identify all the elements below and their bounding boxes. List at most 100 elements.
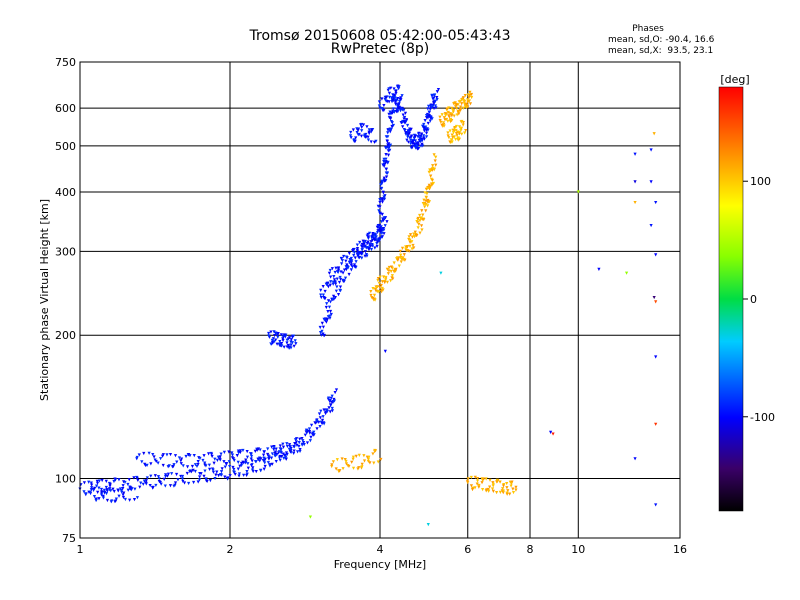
echo-point	[344, 462, 349, 466]
echo-point	[389, 86, 393, 90]
echo-point	[380, 187, 384, 191]
echo-point	[428, 186, 432, 190]
echo-point	[352, 138, 356, 142]
echo-point	[424, 209, 428, 213]
echo-point	[400, 94, 404, 98]
echo-point	[278, 444, 282, 448]
echo-point	[154, 483, 158, 488]
echo-point	[347, 272, 351, 277]
echo-point	[386, 128, 390, 132]
echo-point	[297, 444, 301, 449]
echo-point	[654, 300, 658, 304]
echo-point	[380, 97, 384, 101]
echo-point	[285, 338, 289, 342]
echo-point	[368, 461, 372, 465]
echo-point	[281, 442, 285, 446]
echo-point	[551, 432, 555, 436]
echo-point	[111, 487, 115, 491]
echo-point	[469, 92, 474, 97]
echo-point	[410, 240, 414, 244]
echo-point	[380, 200, 385, 204]
echo-point	[382, 197, 387, 201]
echo-point	[454, 124, 459, 129]
echo-point	[396, 110, 400, 114]
echo-point	[352, 253, 356, 258]
echo-point	[433, 99, 437, 104]
echo-point	[352, 251, 356, 255]
echo-point	[371, 296, 375, 300]
echo-point	[430, 178, 435, 182]
echo-point	[338, 289, 343, 293]
echo-point	[451, 136, 455, 140]
echo-point	[426, 204, 430, 208]
echo-point	[309, 423, 314, 427]
echo-point	[379, 457, 383, 462]
echo-point	[126, 482, 130, 487]
echo-point	[328, 316, 332, 320]
echo-point	[202, 474, 206, 478]
echo-point	[514, 488, 518, 492]
echo-point	[138, 485, 142, 489]
echo-point	[384, 157, 388, 161]
echo-point	[428, 107, 432, 111]
echo-point	[409, 142, 413, 146]
echo-point	[375, 244, 379, 249]
echo-point	[196, 460, 200, 464]
echo-point	[433, 93, 437, 97]
echo-point	[156, 475, 161, 479]
echo-point	[445, 107, 449, 111]
echo-point	[633, 457, 637, 461]
echo-point	[398, 100, 402, 104]
echo-point	[450, 114, 454, 118]
echo-point	[367, 242, 371, 246]
echo-point	[404, 248, 408, 253]
echo-point	[374, 286, 379, 290]
echo-point	[480, 481, 484, 485]
echo-point	[95, 481, 100, 485]
x-tick-label: 8	[527, 543, 534, 556]
echo-point	[97, 479, 102, 483]
echo-point	[369, 130, 373, 134]
echo-point	[412, 232, 416, 236]
echo-point	[399, 256, 403, 260]
echo-point	[295, 443, 299, 447]
echo-point	[491, 484, 495, 488]
echo-point	[420, 142, 424, 146]
echo-point	[392, 269, 396, 273]
echo-point	[443, 118, 447, 122]
echo-point	[223, 475, 227, 479]
echo-point	[410, 247, 414, 251]
echo-point	[373, 246, 377, 250]
echo-point	[331, 399, 335, 404]
echo-point	[398, 249, 402, 253]
echo-point	[429, 174, 433, 178]
echo-point	[241, 460, 245, 464]
colorbar-label: [deg]	[720, 73, 749, 86]
echo-point	[181, 474, 185, 479]
echo-point	[331, 297, 335, 301]
echo-point	[350, 259, 354, 263]
echo-point	[270, 445, 274, 449]
echo-point	[357, 466, 361, 470]
echo-point	[455, 113, 459, 117]
echo-point	[114, 497, 118, 501]
echo-point	[198, 475, 202, 479]
y-tick-label: 300	[55, 245, 76, 258]
echo-point	[501, 484, 506, 488]
echo-point	[468, 102, 473, 106]
echo-point	[358, 250, 363, 255]
echo-point	[238, 450, 242, 455]
echo-point	[156, 461, 160, 465]
echo-point	[477, 483, 481, 488]
echo-point	[415, 233, 419, 238]
echo-point	[433, 159, 437, 163]
echo-point	[429, 168, 434, 172]
echo-point	[225, 462, 229, 466]
phases-heading: Phases	[632, 24, 664, 34]
echo-point	[181, 479, 185, 483]
echo-point	[383, 275, 388, 280]
echo-point	[121, 484, 125, 488]
echo-point	[454, 137, 458, 142]
y-tick-labels: 75 100 200 300 400 500 600 750	[55, 56, 76, 545]
echo-point	[339, 270, 343, 274]
